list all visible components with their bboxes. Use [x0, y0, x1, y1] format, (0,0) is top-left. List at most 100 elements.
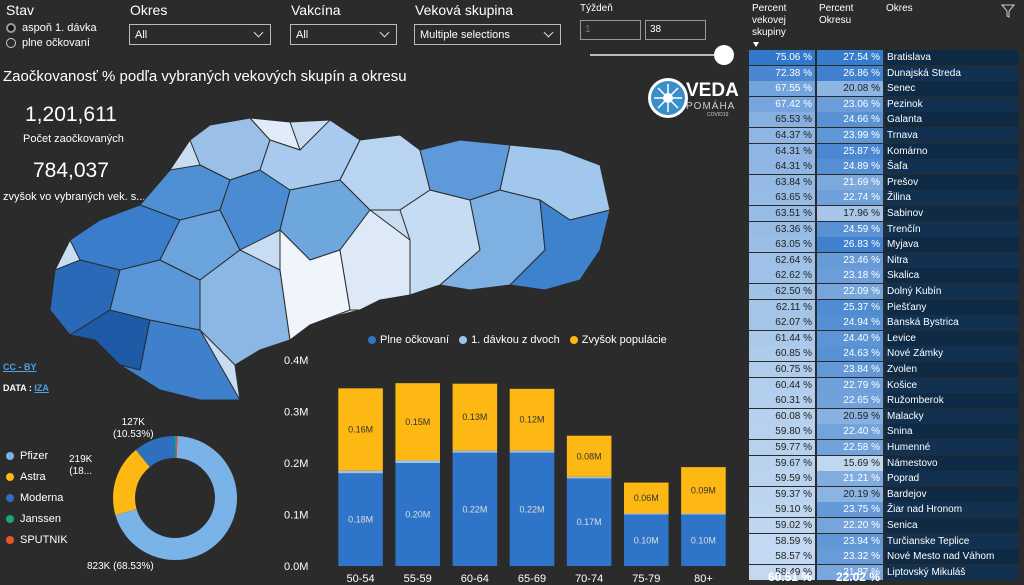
table-row[interactable]: 64.37 % 23.99 % Trnava	[749, 128, 1019, 143]
cc-by-link[interactable]: CC - BY	[3, 362, 37, 372]
table-row[interactable]: 59.37 % 20.19 % Bardejov	[749, 486, 1019, 502]
table-row[interactable]: 62.62 % 23.18 % Skalica	[749, 268, 1019, 284]
table-row[interactable]: 63.05 % 26.83 % Myjava	[749, 237, 1019, 253]
vek-dropdown[interactable]: Multiple selections	[414, 24, 561, 45]
age-bar-chart[interactable]: 0.0M 0.1M 0.2M 0.3M 0.4M 0.18M 0.16M 50-54 0.20M…	[280, 352, 740, 585]
okres-dropdown[interactable]: All	[129, 24, 271, 45]
table-row[interactable]: 65.53 % 24.66 % Galanta	[749, 112, 1019, 128]
bar-segment[interactable]	[338, 388, 383, 471]
bar-segment[interactable]	[681, 514, 726, 567]
table-row[interactable]: 63.36 % 24.59 % Trenčín	[749, 221, 1019, 237]
cell-district: Pezinok	[885, 96, 1019, 112]
sort-desc-icon[interactable]	[753, 42, 759, 47]
donut-slice-astra[interactable]	[113, 449, 150, 516]
tyzden-slider-track[interactable]	[590, 54, 725, 56]
donut-slice-pfizer[interactable]	[115, 436, 237, 560]
cell-district: Humenné	[885, 440, 1019, 455]
table-row[interactable]: 60.75 % 23.84 % Zvolen	[749, 362, 1019, 377]
dot-icon	[6, 472, 14, 481]
table-row[interactable]: 67.55 % 20.08 % Senec	[749, 81, 1019, 97]
legend-astra[interactable]: Astra	[6, 466, 68, 487]
table-row[interactable]: 60.08 % 20.59 % Malacky	[749, 408, 1019, 424]
table-row[interactable]: 59.77 % 22.58 % Humenné	[749, 440, 1019, 455]
bar-legend: Plne očkovaní 1. dávkou z dvoch Zvyšok p…	[368, 333, 667, 347]
bar-segment[interactable]	[681, 467, 726, 514]
legend-moderna[interactable]: Moderna	[6, 487, 68, 508]
table-row[interactable]: 58.59 % 23.94 % Turčianske Teplice	[749, 533, 1019, 549]
table-row[interactable]: 60.44 % 22.79 % Košice	[749, 377, 1019, 393]
table-row[interactable]: 58.49 % 21.87 % Liptovský Mikuláš	[749, 564, 1019, 580]
table-row[interactable]: 59.10 % 23.75 % Žiar nad Hronom	[749, 502, 1019, 518]
table-row[interactable]: 67.42 % 23.06 % Pezinok	[749, 96, 1019, 112]
table-row[interactable]: 63.84 % 21.69 % Prešov	[749, 174, 1019, 190]
table-row[interactable]: 60.85 % 24.63 % Nové Zámky	[749, 346, 1019, 362]
slovakia-map[interactable]	[40, 110, 620, 410]
header-age-percent[interactable]: Percent vekovej skupiny	[752, 3, 787, 38]
donut-slice-janssen[interactable]	[174, 436, 177, 459]
bar-segment[interactable]	[395, 463, 440, 566]
y-tick-label: 0.1M	[284, 510, 308, 522]
tyzden-to-input[interactable]: 38	[645, 20, 706, 40]
bar-segment[interactable]	[509, 388, 555, 451]
table-row[interactable]: 64.31 % 24.89 % Šaľa	[749, 159, 1019, 175]
bar-segment[interactable]	[681, 513, 726, 515]
bar-segment[interactable]	[509, 450, 555, 453]
radio-icon[interactable]	[6, 37, 16, 48]
stav-option-fully[interactable]: plne očkovaní	[6, 35, 97, 50]
legend-rest[interactable]: Zvyšok populácie	[569, 333, 667, 347]
stav-option-first-dose[interactable]: aspoň 1. dávka	[6, 20, 97, 35]
filter-icon[interactable]	[1001, 4, 1015, 18]
bar-segment[interactable]	[452, 450, 498, 453]
vaccine-donut-chart[interactable]	[105, 428, 245, 568]
table-row[interactable]: 59.02 % 22.20 % Senica	[749, 518, 1019, 533]
bar-segment[interactable]	[566, 435, 612, 477]
bar-segment[interactable]	[566, 478, 612, 566]
legend-janssen[interactable]: Janssen	[6, 508, 68, 529]
bar-segment[interactable]	[509, 452, 555, 566]
bar-segment[interactable]	[624, 514, 669, 567]
bar-segment[interactable]	[624, 482, 669, 514]
table-row[interactable]: 58.57 % 23.32 % Nové Mesto nad Váhom	[749, 549, 1019, 565]
table-row[interactable]: 59.80 % 22.40 % Snina	[749, 424, 1019, 440]
cell-age-percent: 75.06 %	[749, 50, 815, 65]
table-row[interactable]: 64.31 % 25.87 % Komárno	[749, 143, 1019, 159]
legend-full[interactable]: Plne očkovaní	[368, 333, 449, 347]
table-row[interactable]: 59.67 % 15.69 % Námestovo	[749, 455, 1019, 471]
donut-slice-moderna[interactable]	[135, 436, 175, 467]
bar-segment[interactable]	[395, 460, 440, 463]
legend-first[interactable]: 1. dávkou z dvoch	[459, 333, 560, 347]
legend-pfizer[interactable]: Pfizer	[6, 445, 68, 466]
bar-segment[interactable]	[395, 383, 440, 461]
bar-segment[interactable]	[624, 513, 669, 515]
table-row[interactable]: 62.07 % 24.94 % Banská Bystrica	[749, 315, 1019, 331]
table-row[interactable]: 72.38 % 26.86 % Dunajská Streda	[749, 65, 1019, 81]
table-row[interactable]: 63.51 % 17.96 % Sabinov	[749, 206, 1019, 221]
tyzden-slider-handle[interactable]	[714, 45, 734, 65]
donut-slice-sputnik[interactable]	[175, 436, 178, 459]
bar-segment[interactable]	[338, 470, 383, 474]
header-district[interactable]: Okres	[886, 3, 913, 14]
table-row[interactable]: 61.44 % 24.40 % Levice	[749, 330, 1019, 346]
bar-segment[interactable]	[566, 476, 612, 479]
vakcina-dropdown[interactable]: All	[290, 24, 397, 45]
table-row[interactable]: 59.59 % 21.21 % Poprad	[749, 471, 1019, 487]
table-row[interactable]: 63.65 % 22.74 % Žilina	[749, 190, 1019, 206]
bar-segment[interactable]	[338, 473, 383, 566]
table-row[interactable]: 62.64 % 23.46 % Nitra	[749, 252, 1019, 268]
cell-district-percent: 26.86 %	[817, 65, 883, 81]
cell-district-percent: 23.75 %	[817, 502, 883, 518]
bar-segment[interactable]	[452, 452, 498, 566]
iza-link[interactable]: IZA	[34, 383, 49, 393]
district-table[interactable]: Percent vekovej skupiny Percent Okresu O…	[749, 0, 1024, 585]
cell-age-percent: 63.36 %	[749, 221, 815, 237]
cell-district-percent: 24.94 %	[817, 315, 883, 331]
table-row[interactable]: 62.50 % 22.09 % Dolný Kubín	[749, 284, 1019, 299]
radio-icon[interactable]	[6, 22, 16, 33]
tyzden-from-input[interactable]: 1	[580, 20, 641, 40]
bar-segment[interactable]	[452, 383, 498, 451]
table-row[interactable]: 75.06 % 27.54 % Bratislava	[749, 50, 1019, 65]
legend-sputnik[interactable]: SPUTNIK	[6, 529, 68, 550]
table-row[interactable]: 60.31 % 22.65 % Ružomberok	[749, 393, 1019, 409]
table-row[interactable]: 62.11 % 25.37 % Piešťany	[749, 299, 1019, 315]
header-district-percent[interactable]: Percent Okresu	[819, 3, 854, 26]
